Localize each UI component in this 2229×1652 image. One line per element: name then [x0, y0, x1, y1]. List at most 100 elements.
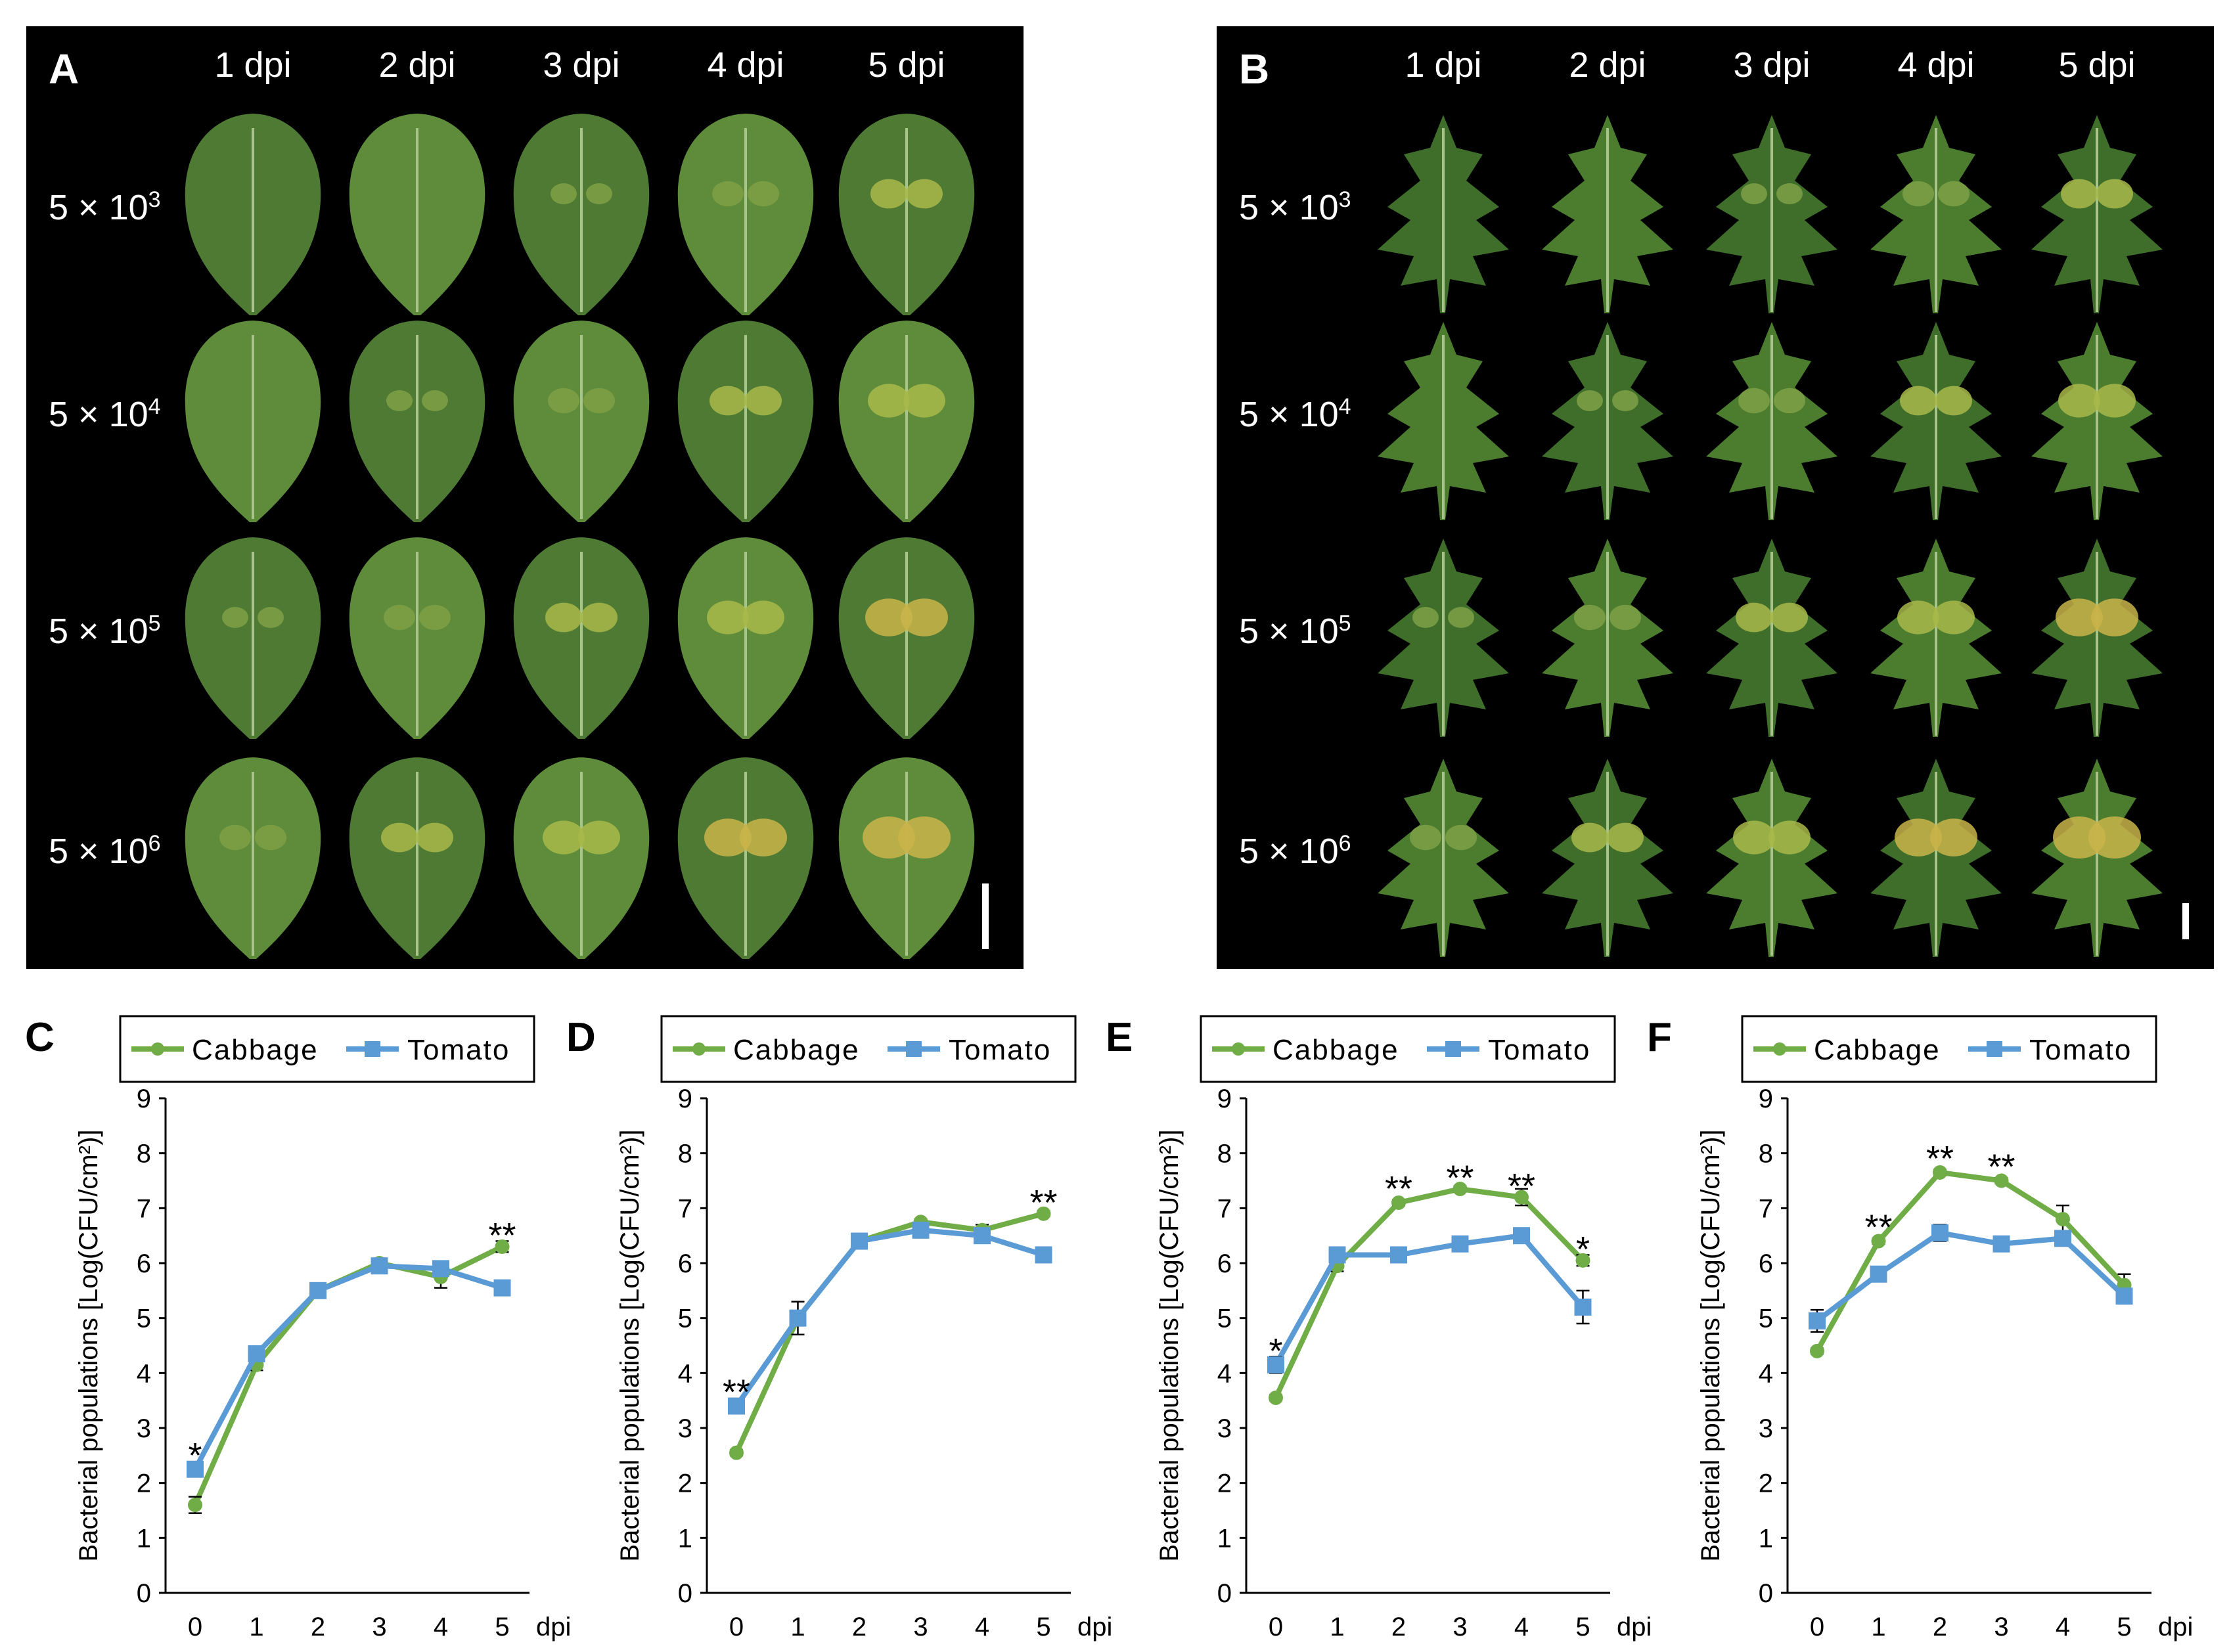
- y-tick-label: 9: [1759, 1084, 1773, 1113]
- significance-marker: *: [188, 1436, 202, 1475]
- data-point-cabbage: [1575, 1253, 1590, 1268]
- cabbage-leaf-image: [677, 537, 814, 739]
- legend-label-tomato: Tomato: [2029, 1034, 2132, 1066]
- cabbage-leaf-image: [838, 114, 975, 315]
- y-tick-label: 5: [1759, 1305, 1773, 1333]
- data-point-cabbage: [1871, 1234, 1886, 1249]
- legend-label-tomato: Tomato: [1488, 1034, 1590, 1066]
- tomato-leaf-image: [2031, 115, 2163, 313]
- series-line-cabbage: [192, 1244, 504, 1506]
- significance-marker: **: [1508, 1167, 1535, 1206]
- data-point-tomato: [432, 1260, 449, 1278]
- legend-marker-tomato: [365, 1041, 380, 1057]
- x-tick-label: 3: [1994, 1613, 2008, 1641]
- series-line-tomato: [734, 1227, 1045, 1408]
- y-tick-label: 2: [678, 1469, 692, 1498]
- tomato-leaf-image: [1706, 759, 1837, 957]
- data-point-cabbage: [1036, 1206, 1051, 1221]
- y-tick-label: 1: [1217, 1524, 1232, 1553]
- scale-bar: [2182, 903, 2189, 939]
- x-tick-label: 0: [188, 1613, 202, 1641]
- data-point-tomato: [789, 1309, 807, 1327]
- data-point-cabbage: [1933, 1165, 1947, 1180]
- x-axis-label: dpi: [2158, 1613, 2193, 1641]
- tomato-leaf-image: [1706, 322, 1837, 520]
- tomato-leaf-image: [1870, 759, 2002, 957]
- x-tick-label: 4: [2056, 1613, 2070, 1641]
- data-point-tomato: [493, 1279, 511, 1297]
- data-point-tomato: [1931, 1224, 1948, 1241]
- row-label: 5 × 104: [1239, 394, 1351, 434]
- significance-marker: **: [1926, 1139, 1954, 1178]
- legend-marker-cabbage: [1773, 1042, 1786, 1056]
- y-tick-label: 8: [678, 1140, 692, 1169]
- series-line-cabbage: [1814, 1169, 2127, 1352]
- y-tick-label: 4: [1759, 1359, 1773, 1388]
- tomato-leaf-image: [1542, 322, 1673, 520]
- panel-label-a: A: [49, 45, 79, 93]
- y-tick-label: 6: [1759, 1249, 1773, 1278]
- y-axis-label: Bacterial populations [Log(CFU/cm²)]: [1696, 1129, 1725, 1561]
- series-line-cabbage: [1273, 1186, 1585, 1399]
- tomato-leaf-image: [1706, 539, 1837, 737]
- data-point-cabbage: [729, 1445, 744, 1460]
- x-tick-label: 0: [729, 1613, 744, 1641]
- tomato-leaf-image: [1378, 322, 1509, 520]
- data-point-cabbage: [1810, 1343, 1824, 1358]
- cabbage-leaf-image: [838, 321, 975, 522]
- y-tick-label: 6: [137, 1249, 151, 1278]
- tomato-leaf-image: [1870, 322, 2002, 520]
- column-label: 5 dpi: [2058, 45, 2136, 85]
- tomato-leaf-image: [1706, 115, 1837, 313]
- row-label: 5 × 106: [1239, 831, 1351, 871]
- chart-panel-label: E: [1106, 1015, 1133, 1060]
- series-line-cabbage: [734, 1211, 1045, 1454]
- x-tick-label: 4: [434, 1613, 448, 1641]
- data-point-tomato: [248, 1345, 265, 1363]
- tomato-leaf-image: [1542, 759, 1673, 957]
- column-label: 1 dpi: [214, 45, 292, 85]
- significance-marker: *: [1576, 1230, 1590, 1269]
- row-label: 5 × 106: [49, 831, 161, 871]
- legend-label-cabbage: Cabbage: [192, 1034, 319, 1066]
- significance-marker: **: [1385, 1169, 1412, 1209]
- y-tick-label: 1: [137, 1524, 151, 1553]
- cabbage-leaf-image: [513, 321, 650, 522]
- significance-marker: *: [1269, 1331, 1282, 1371]
- tomato-leaf-image: [1542, 115, 1673, 313]
- y-axis-label: Bacterial populations [Log(CFU/cm²)]: [1155, 1129, 1184, 1561]
- x-axis-label: dpi: [1617, 1613, 1652, 1641]
- cabbage-leaf-image: [513, 114, 650, 315]
- data-point-tomato: [2054, 1230, 2071, 1247]
- cabbage-leaf-image: [349, 757, 485, 959]
- legend-marker-cabbage: [151, 1042, 164, 1056]
- legend-marker-tomato: [906, 1041, 922, 1057]
- y-tick-label: 8: [1759, 1140, 1773, 1169]
- x-tick-label: 4: [1514, 1613, 1529, 1641]
- data-point-cabbage: [1269, 1390, 1283, 1405]
- cabbage-leaf-image: [185, 114, 321, 315]
- cabbage-leaf-image: [185, 537, 321, 739]
- x-tick-label: 5: [1036, 1613, 1050, 1641]
- x-tick-label: 3: [1452, 1613, 1467, 1641]
- cabbage-leaf-image: [185, 757, 321, 959]
- row-label: 5 × 105: [1239, 611, 1351, 651]
- data-point-cabbage: [1514, 1190, 1529, 1205]
- x-tick-label: 5: [2117, 1613, 2131, 1641]
- legend-label-cabbage: Cabbage: [1272, 1034, 1399, 1066]
- legend-marker-cabbage: [1232, 1042, 1245, 1056]
- tomato-leaf-image: [2031, 322, 2163, 520]
- x-tick-label: 2: [1933, 1613, 1947, 1641]
- x-tick-label: 5: [495, 1613, 509, 1641]
- y-tick-label: 2: [1217, 1469, 1232, 1498]
- significance-marker: **: [1987, 1148, 2015, 1187]
- y-tick-label: 7: [678, 1194, 692, 1223]
- data-point-tomato: [1574, 1298, 1592, 1316]
- data-point-tomato: [1451, 1235, 1469, 1253]
- data-point-cabbage: [495, 1239, 510, 1254]
- column-label: 3 dpi: [1733, 45, 1811, 85]
- legend-marker-tomato: [1987, 1041, 2002, 1057]
- tomato-leaf-image: [2031, 539, 2163, 737]
- y-axis-label: Bacterial populations [Log(CFU/cm²)]: [74, 1129, 103, 1561]
- data-point-cabbage: [188, 1498, 202, 1513]
